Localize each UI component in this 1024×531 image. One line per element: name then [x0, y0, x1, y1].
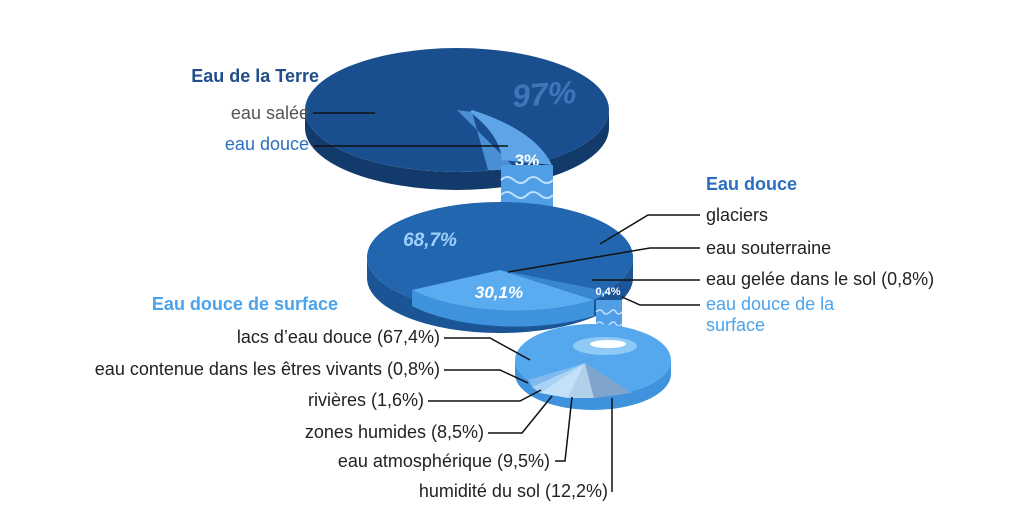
surface-percent-label: 0,4%	[595, 286, 620, 298]
living-legend: eau contenue dans les êtres vivants (0,8…	[95, 359, 440, 379]
rivers-legend: rivières (1,6%)	[308, 390, 424, 410]
surface-pie-side	[515, 360, 671, 410]
lakes-legend: lacs d’eau douce (67,4%)	[237, 327, 440, 347]
wetlands-legend: zones humides (8,5%)	[305, 422, 484, 442]
fresh-water-title: Eau douce	[706, 174, 797, 194]
fresh-water-funnel	[470, 110, 552, 165]
earth-water-title: Eau de la Terre	[191, 66, 319, 86]
frozen-ground-legend: eau gelée dans le sol (0,8%)	[706, 269, 934, 289]
glaciers-percent-label: 68,7%	[403, 230, 457, 251]
leader-lines	[313, 112, 700, 492]
living-slice	[528, 363, 585, 387]
surface-fresh-legend-line2: surface	[706, 315, 765, 335]
wetlands-slice	[540, 363, 585, 398]
groundwater-legend: eau souterraine	[706, 238, 831, 258]
salt-water-legend: eau salée	[231, 103, 309, 123]
surface-water-pie	[515, 324, 671, 410]
rivers-slice	[532, 363, 585, 393]
fresh-water-legend: eau douce	[225, 134, 309, 154]
earth-water-pie: 97% 3%	[305, 48, 609, 190]
atmospheric-legend: eau atmosphérique (9,5%)	[338, 451, 550, 471]
glaciers-legend: glaciers	[706, 205, 768, 225]
atmospheric-slice	[568, 363, 594, 398]
fresh-water-pie: 68,7% 30,1% 0,4%	[367, 202, 633, 333]
salt-percent-label: 97%	[511, 74, 577, 114]
surface-water-title: Eau douce de surface	[152, 294, 338, 314]
soil-moisture-legend: humidité du sol (12,2%)	[419, 481, 608, 501]
surface-fresh-legend-line1: eau douce de la	[706, 294, 835, 314]
frozen-ground-slice	[500, 270, 610, 300]
groundwater-slice	[412, 270, 594, 311]
groundwater-percent-label: 30,1%	[475, 283, 523, 302]
soil-moisture-slice	[585, 363, 632, 398]
